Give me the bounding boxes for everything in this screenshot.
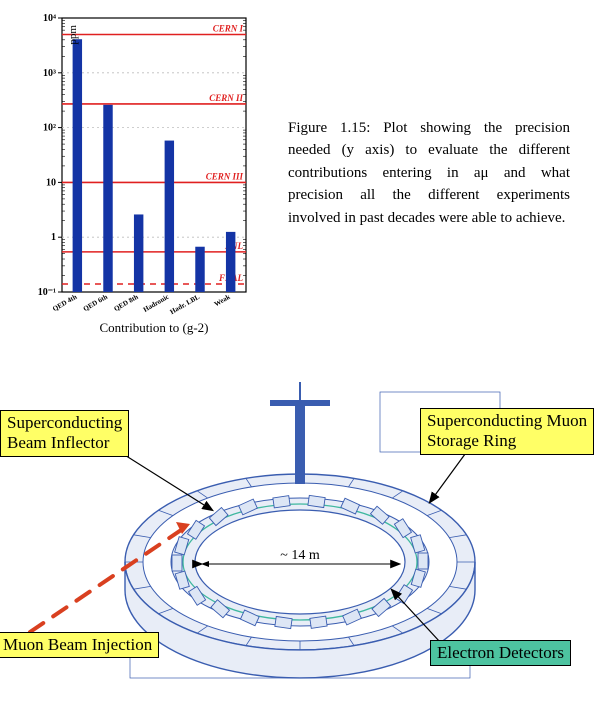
label-electron-detectors: Electron Detectors [430, 640, 571, 666]
label-inflector: SuperconductingBeam Inflector [0, 410, 129, 457]
label-muon-injection: Muon Beam Injection [0, 632, 159, 658]
svg-text:ppm: ppm [67, 25, 79, 45]
svg-text:CERN I: CERN I [213, 23, 244, 33]
precision-chart: 10⁻¹11010²10³10⁴CERN ICERN IICERN IIIBNL… [10, 8, 260, 338]
svg-text:~ 14 m: ~ 14 m [280, 548, 320, 563]
svg-text:Contribution to (g-2): Contribution to (g-2) [99, 320, 208, 335]
svg-text:10: 10 [46, 177, 56, 188]
svg-text:1: 1 [51, 232, 56, 243]
storage-ring-diagram: ~ 14 m SuperconductingBeam Inflector Sup… [0, 342, 612, 712]
svg-text:10²: 10² [43, 123, 56, 134]
figure-number: Figure 1.15: [288, 120, 383, 136]
label-storage-ring: Superconducting MuonStorage Ring [420, 408, 594, 455]
svg-text:CERN III: CERN III [206, 171, 244, 181]
svg-text:10³: 10³ [43, 68, 56, 79]
figure-caption: Figure 1.15: Plot showing the precision … [260, 117, 570, 230]
svg-text:10⁻¹: 10⁻¹ [38, 287, 56, 298]
svg-text:CERN II: CERN II [209, 93, 243, 103]
svg-text:QED 8th: QED 8th [113, 293, 140, 313]
svg-text:10⁴: 10⁴ [43, 13, 56, 24]
svg-text:QED 6th: QED 6th [82, 293, 109, 313]
svg-text:Hadronic: Hadronic [142, 293, 170, 314]
svg-text:Hadr. LBL: Hadr. LBL [169, 293, 202, 316]
svg-text:Weak: Weak [213, 293, 232, 309]
